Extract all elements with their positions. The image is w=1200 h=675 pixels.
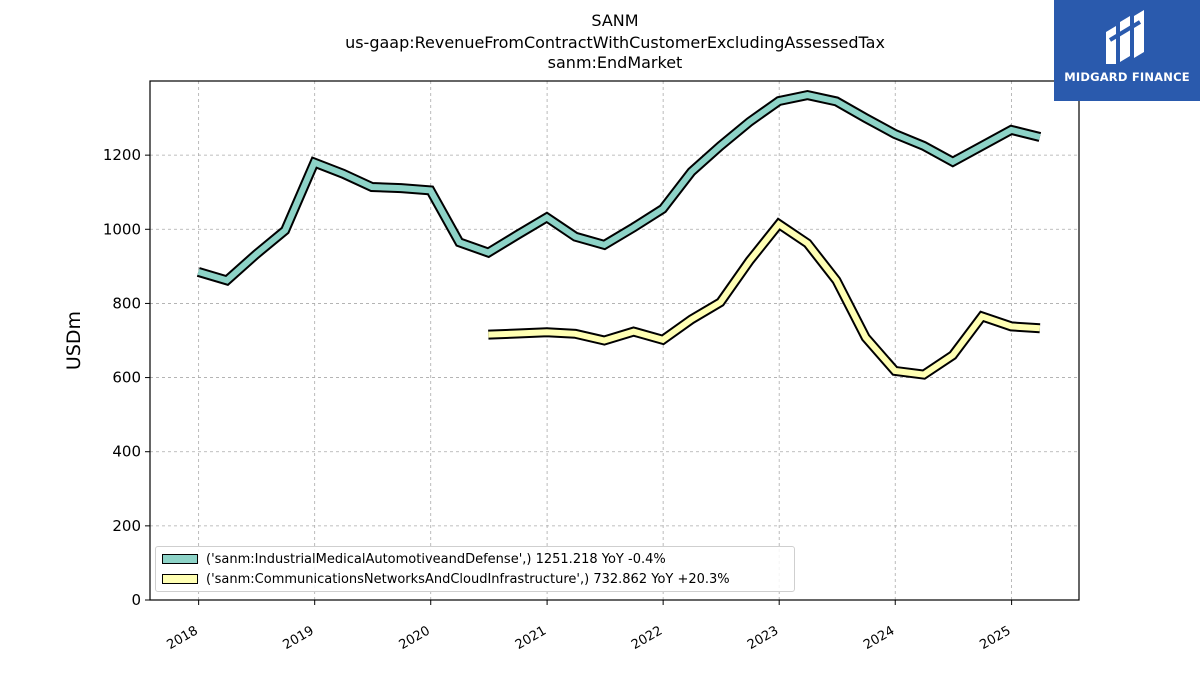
y-axis-label: USDm (63, 311, 85, 370)
chart-subtitle-axis: sanm:EndMarket (547, 53, 683, 72)
series-lines (196, 89, 1042, 380)
chart-subtitle-concept: us-gaap:RevenueFromContractWithCustomerE… (345, 33, 885, 52)
legend-item-communications: ('sanm:CommunicationsNetworksAndCloudInf… (162, 570, 730, 588)
legend-label-communications: ('sanm:CommunicationsNetworksAndCloudInf… (206, 571, 730, 587)
logo-text: MIDGARD FINANCE (1064, 70, 1190, 84)
y-tick-label: 200 (112, 517, 141, 535)
legend-label-industrial: ('sanm:IndustrialMedicalAutomotiveandDef… (206, 551, 666, 567)
x-tick-label: 2020 (397, 623, 433, 653)
y-tick-label: 0 (131, 591, 141, 609)
series-1-line (488, 220, 1041, 378)
y-tick-label: 400 (112, 443, 141, 461)
midgard-m-logo-icon (1106, 10, 1144, 64)
midgard-finance-logo: MIDGARD FINANCE (1054, 0, 1200, 101)
x-tick-label: 2019 (281, 623, 317, 653)
x-tick-label: 2022 (629, 623, 665, 653)
x-tick-label: 2025 (977, 623, 1013, 653)
legend-swatch-industrial (162, 554, 198, 564)
legend-item-industrial: ('sanm:IndustrialMedicalAutomotiveandDef… (162, 550, 666, 568)
chart-title: SANM (591, 11, 639, 30)
y-tick-label: 1200 (103, 146, 141, 164)
series-0-outline (196, 89, 1042, 286)
y-tick-label: 800 (112, 294, 141, 312)
y-tick-label: 1000 (103, 220, 141, 238)
grid-lines (150, 81, 1079, 601)
x-tick-label: 2023 (745, 623, 781, 653)
legend: ('sanm:IndustrialMedicalAutomotiveandDef… (155, 546, 795, 592)
x-tick-label: 2018 (164, 623, 200, 653)
y-tick-label: 600 (112, 369, 141, 387)
x-tick-label: 2021 (513, 623, 549, 653)
axis-ticks: 0 200 400 600 800 1000 1200 2018 2019 2020 2021 202… (103, 146, 1014, 653)
plot-frame (149, 80, 1080, 601)
x-tick-label: 2024 (861, 623, 897, 653)
series-0-line (197, 92, 1041, 284)
legend-swatch-communications (162, 574, 198, 584)
